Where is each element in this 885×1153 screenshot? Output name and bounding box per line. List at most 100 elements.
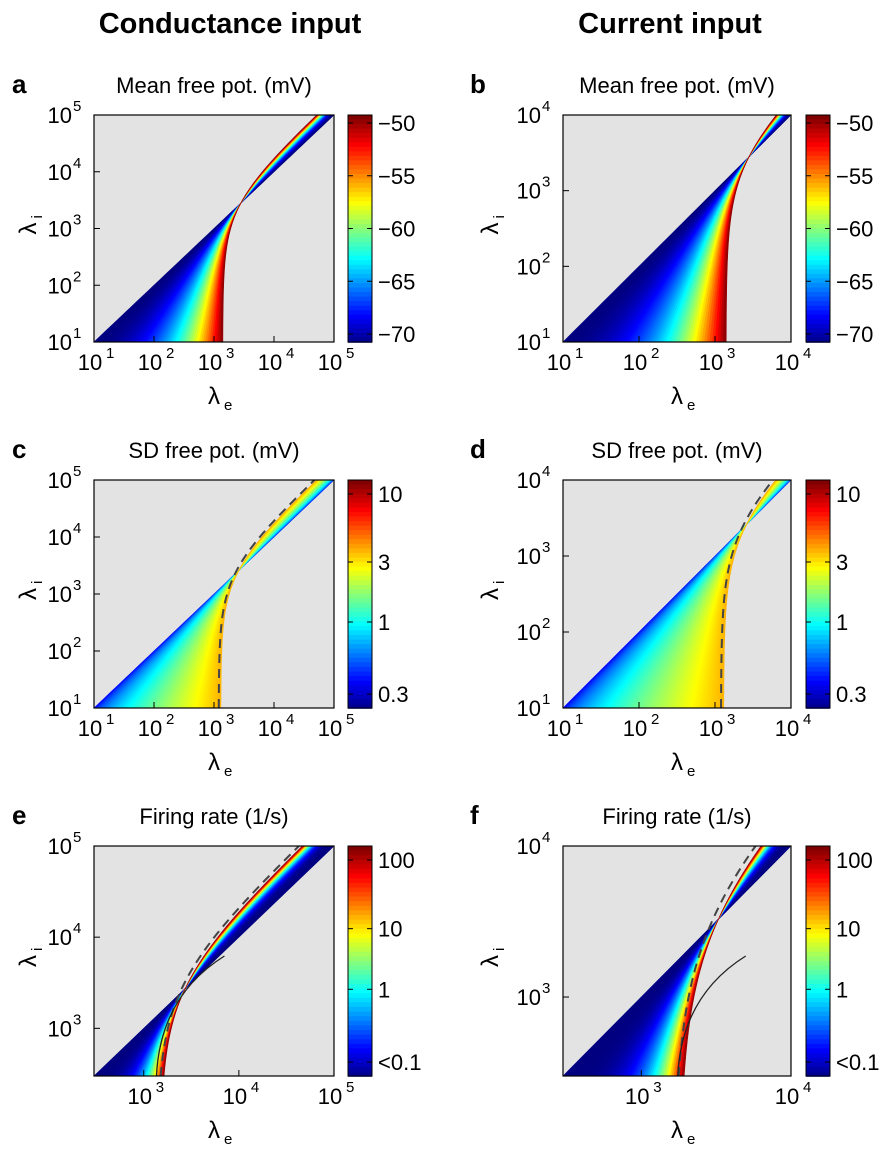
colorbar-segment xyxy=(806,548,830,554)
x-tick-exponent: 5 xyxy=(346,1079,354,1096)
colorbar-segment xyxy=(806,947,830,953)
dashed-line xyxy=(159,846,300,1076)
panel-title: SD free pot. (mV) xyxy=(128,438,299,463)
colorbar-segment xyxy=(806,264,830,271)
y-tick-exponent: 5 xyxy=(73,463,81,480)
y-tick-label: 10 xyxy=(48,217,72,242)
colorbar-segment xyxy=(806,205,830,212)
colorbar-segment xyxy=(806,666,830,673)
colorbar-segment xyxy=(348,323,372,330)
colorbar-segment xyxy=(348,956,372,962)
colorbar-segment xyxy=(806,855,830,861)
colorbar-segment xyxy=(806,901,830,907)
colorbar-segment xyxy=(348,887,372,893)
colorbar-segment xyxy=(348,575,372,582)
colorbar-segment xyxy=(348,282,372,289)
colorbar-segment xyxy=(348,1016,372,1022)
colorbar: −50 −55 −60 −65 −70 xyxy=(347,111,415,347)
colorbar-tick-label: <0.1 xyxy=(378,1050,421,1075)
colorbar-segment xyxy=(348,480,372,486)
colorbar-segment xyxy=(806,974,830,981)
colorbar-segment xyxy=(806,260,830,266)
plot-frame xyxy=(562,114,792,343)
panel-letter: c xyxy=(12,434,26,464)
colorbar-segment xyxy=(348,653,372,659)
colorbar-segment xyxy=(806,676,830,682)
colorbar-segment xyxy=(806,703,830,709)
colorbar-segment xyxy=(806,187,830,193)
colorbar-segment xyxy=(348,305,372,312)
colorbar-segment xyxy=(806,314,830,321)
colorbar-segment xyxy=(348,251,372,257)
colorbar-segment xyxy=(806,878,830,884)
colorbar-segment xyxy=(348,119,372,125)
colorbar-segment xyxy=(348,301,372,307)
colorbar-segment xyxy=(348,228,372,234)
colorbar-segment xyxy=(348,846,372,852)
colorbar-segment xyxy=(806,119,830,125)
colorbar-segment xyxy=(806,616,830,623)
y-tick-exponent: 4 xyxy=(542,98,550,115)
colorbar-segment xyxy=(348,928,372,935)
colorbar-segment xyxy=(806,887,830,893)
x-axis-label-sub: e xyxy=(224,763,232,780)
colorbar-segment xyxy=(348,196,372,203)
colorbar-segment xyxy=(806,192,830,198)
y-tick-exponent: 5 xyxy=(73,98,81,115)
colorbar-segment xyxy=(348,621,372,627)
colorbar-segment xyxy=(348,164,372,171)
colorbar-segment xyxy=(348,859,372,866)
colorbar-segment xyxy=(806,653,830,659)
colorbar-segment xyxy=(348,1066,372,1073)
colorbar-segment xyxy=(348,1011,372,1017)
colorbar-segment xyxy=(348,183,372,189)
colorbar-segment xyxy=(348,539,372,545)
colorbar-segment xyxy=(806,557,830,563)
x-axis-label: λ xyxy=(208,1117,220,1144)
y-axis-label-sub: i xyxy=(491,948,508,951)
x-tick-label: 10 xyxy=(547,716,571,741)
colorbar-tick-label: −55 xyxy=(378,164,415,189)
y-tick-label: 10 xyxy=(48,696,72,721)
solid-curve xyxy=(677,955,747,1076)
column-title-current: Current input xyxy=(578,8,762,40)
colorbar-tick-label: −60 xyxy=(836,217,873,242)
colorbar-segment xyxy=(806,584,830,591)
colorbar-segment xyxy=(348,219,372,225)
colorbar-segment xyxy=(348,498,372,504)
colorbar-segment xyxy=(348,273,372,280)
colorbar-segment xyxy=(348,511,372,518)
x-axis-label-sub: e xyxy=(224,1131,232,1148)
colorbar-segment xyxy=(348,892,372,898)
colorbar-segment xyxy=(348,850,372,856)
colorbar-segment xyxy=(806,657,830,664)
x-tick-label: 10 xyxy=(775,350,799,375)
colorbar-segment xyxy=(348,1034,372,1040)
y-tick-label: 10 xyxy=(48,273,72,298)
colorbar-segment xyxy=(806,1034,830,1040)
colorbar-segment xyxy=(348,278,372,284)
y-tick-exponent: 1 xyxy=(73,325,81,342)
heatmap-band xyxy=(720,480,777,708)
y-axis-label-sub: i xyxy=(29,215,46,218)
colorbar-tick-label: −70 xyxy=(378,322,415,347)
colorbar-segment xyxy=(348,988,372,994)
colorbar-tick-label: 10 xyxy=(378,917,402,942)
colorbar-tick-label: 0.3 xyxy=(378,682,409,707)
colorbar-segment xyxy=(806,928,830,935)
colorbar-segment xyxy=(806,869,830,875)
x-axis-label: λ xyxy=(671,749,683,776)
y-axis-label-sub: i xyxy=(29,581,46,584)
colorbar-segment xyxy=(806,115,830,121)
colorbar-segment xyxy=(806,246,830,252)
colorbar-segment xyxy=(348,905,372,912)
colorbar-segment xyxy=(806,219,830,225)
y-tick-exponent: 3 xyxy=(542,174,550,191)
panel-d: d SD free pot. (mV)10 1 10 2 10 3 10 410 110 210 31… xyxy=(470,434,867,780)
x-tick-exponent: 1 xyxy=(575,345,583,362)
colorbar-segment xyxy=(348,530,372,536)
colorbar-segment xyxy=(348,694,372,700)
x-tick-exponent: 3 xyxy=(226,345,234,362)
colorbar-segment xyxy=(348,919,372,925)
x-tick-exponent: 4 xyxy=(251,1079,259,1096)
